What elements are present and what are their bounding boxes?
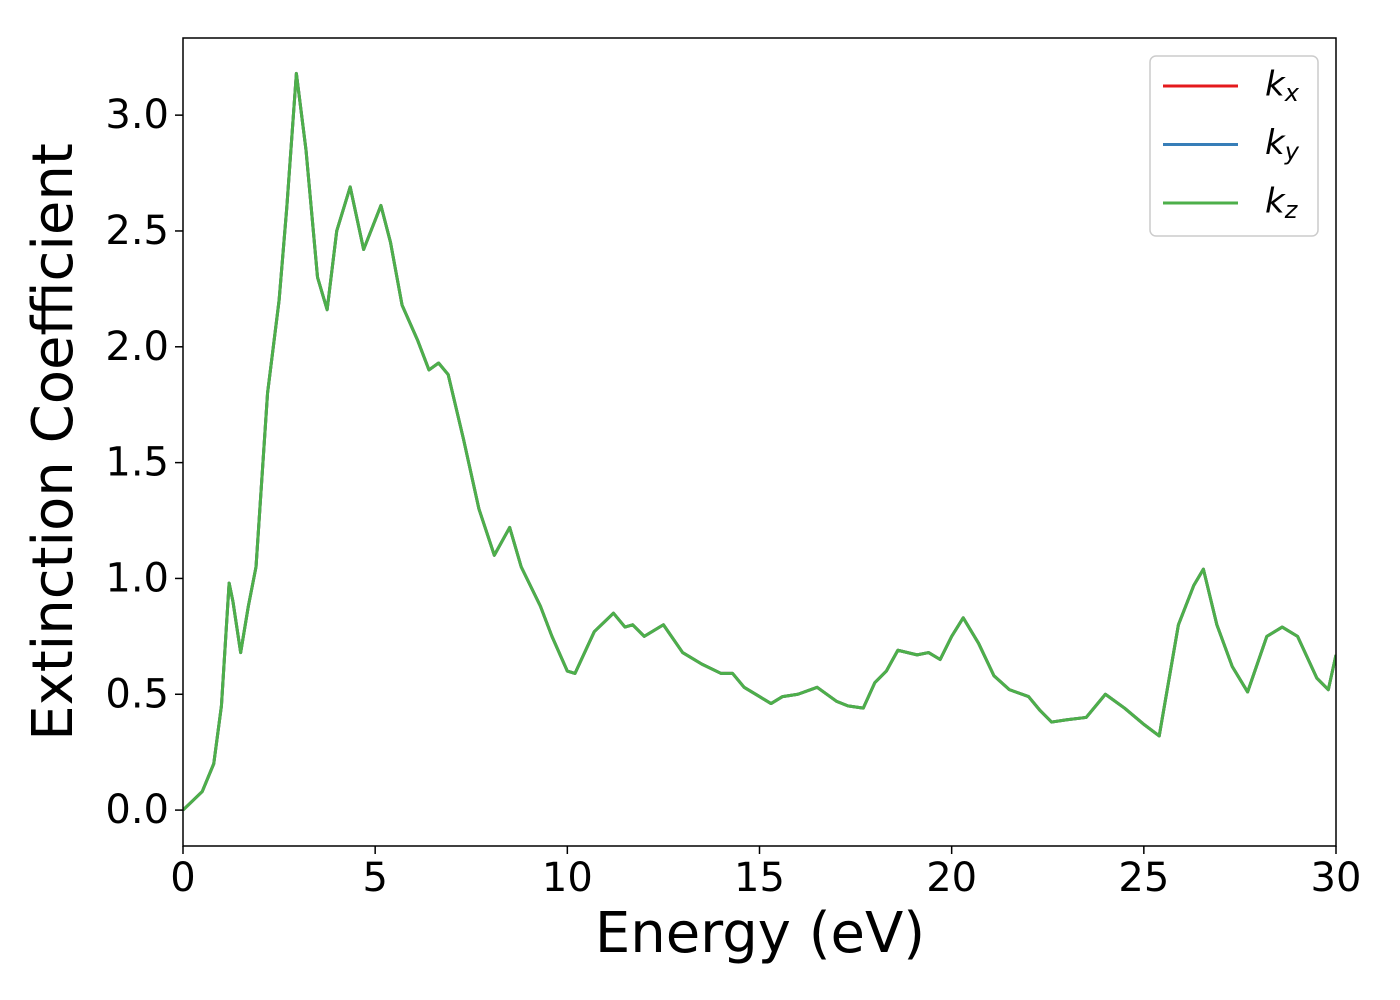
plot-frame: [182, 37, 1337, 847]
x-tick-label: 10: [542, 855, 593, 901]
x-tick-label: 30: [1311, 855, 1362, 901]
y-tick-label: 3.0: [105, 92, 169, 138]
y-tick-label: 1.5: [105, 440, 169, 486]
y-axis-label: Extinction Coefficient: [21, 143, 86, 741]
x-tick-label: 15: [734, 855, 785, 901]
line-series: [183, 71, 1336, 812]
y-tick-label: 2.0: [105, 324, 169, 370]
x-axis-label: Energy (eV): [595, 901, 925, 966]
x-tick-label: 25: [1118, 855, 1169, 901]
legend-label: kz: [1265, 182, 1299, 225]
y-tick-label: 2.5: [105, 208, 169, 254]
x-tick-label: 5: [362, 855, 387, 901]
x-tick-label: 0: [170, 855, 195, 901]
y-tick-label: 0.5: [105, 671, 169, 717]
x-tick-label: 20: [926, 855, 977, 901]
y-tick-label: 0.0: [105, 787, 169, 833]
y-tick-label: 1.0: [105, 555, 169, 601]
